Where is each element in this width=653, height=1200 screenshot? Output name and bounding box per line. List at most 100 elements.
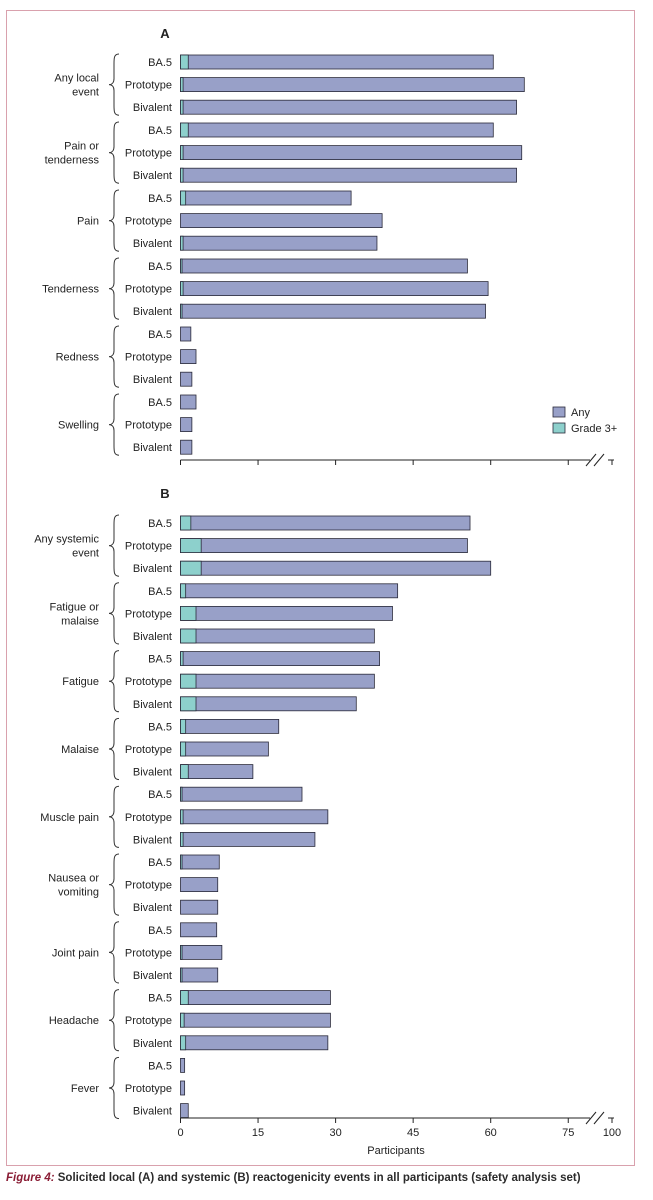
bar-grade3 (180, 538, 202, 553)
vaccine-label: BA.5 (148, 518, 172, 530)
event-label: tenderness (45, 155, 100, 167)
bar-grade3 (180, 281, 184, 297)
tick-label: 0 (177, 1127, 183, 1139)
bar-grade3 (180, 606, 197, 621)
bar-any (180, 77, 525, 92)
bar-any (180, 1035, 329, 1051)
x-axis: 0 15 30 45 60 75 100 Participants (177, 1111, 621, 1157)
bar-grade3 (180, 809, 184, 825)
figure-frame (6, 10, 635, 1166)
event-label: Redness (56, 352, 100, 364)
axis-break-mark (593, 453, 605, 467)
vaccine-label: BA.5 (148, 57, 172, 69)
bar-grade3 (180, 764, 189, 779)
vaccine-label: BA.5 (148, 789, 172, 801)
legend: Any Grade 3+ (552, 406, 617, 435)
vaccine-label: Bivalent (133, 902, 172, 914)
vaccine-label: Bivalent (133, 170, 172, 182)
bar-any (180, 741, 269, 757)
event-label: Nausea or (48, 873, 99, 885)
figure-caption: Figure 4: Solicited local (A) and system… (6, 1172, 646, 1184)
tick-label: 75 (562, 1127, 574, 1139)
vaccine-label: Prototype (125, 1083, 172, 1095)
event-label: Headache (49, 1015, 99, 1027)
axis-break-mark (585, 1111, 597, 1125)
group-brace (108, 393, 120, 456)
bar-any (180, 281, 489, 297)
bar-any (180, 922, 218, 938)
event-group: Headache BA.5 Prototype Bivalent (49, 989, 331, 1052)
event-group: Any systemic event BA.5 Prototype Bivalent (34, 514, 492, 577)
bar-any (180, 628, 375, 644)
bar-grade3 (180, 303, 183, 319)
bar-grade3 (180, 515, 192, 531)
tick-label: 30 (329, 1127, 341, 1139)
bar-grade3 (180, 54, 189, 70)
group-brace (108, 853, 120, 916)
vaccine-label: BA.5 (148, 993, 172, 1005)
vaccine-label: BA.5 (148, 857, 172, 869)
event-group: Nausea or vomiting BA.5 Prototype Bivalent (48, 853, 220, 916)
bar-grade3 (180, 673, 197, 689)
vaccine-label: Bivalent (133, 1106, 172, 1118)
event-label: Fatigue or (49, 601, 99, 613)
event-group: Swelling BA.5 Prototype Bivalent (58, 393, 197, 456)
bar-grade3 (180, 560, 202, 576)
event-group: Muscle pain BA.5 Prototype Bivalent (40, 785, 329, 848)
vaccine-label: BA.5 (148, 193, 172, 205)
event-label: Any local (54, 73, 99, 85)
bar-grade3 (180, 967, 183, 983)
vaccine-label: Bivalent (133, 834, 172, 846)
bar-any (180, 651, 380, 666)
vaccine-label: Bivalent (133, 374, 172, 386)
group-brace (108, 257, 120, 320)
group-brace (108, 582, 120, 645)
bar-any (180, 515, 471, 531)
bar-any (180, 560, 492, 576)
bar-any (180, 145, 523, 161)
vaccine-label: BA.5 (148, 261, 172, 273)
bar-any (180, 764, 254, 779)
event-label: event (72, 87, 99, 99)
bar-any (180, 673, 375, 689)
group-brace (108, 989, 120, 1052)
bar-any (180, 1103, 189, 1118)
bar-grade3 (180, 628, 197, 644)
vaccine-label: Bivalent (133, 767, 172, 779)
bar-grade3 (180, 258, 183, 274)
bar-grade3 (180, 651, 184, 666)
bar-grade3 (180, 854, 183, 870)
vaccine-label: BA.5 (148, 1060, 172, 1072)
vaccine-label: BA.5 (148, 654, 172, 666)
bar-grade3 (180, 945, 183, 960)
vaccine-label: Prototype (125, 148, 172, 160)
vaccine-label: Prototype (125, 1015, 172, 1027)
vaccine-label: Bivalent (133, 102, 172, 114)
event-label: Any systemic (34, 534, 99, 546)
vaccine-label: Bivalent (133, 699, 172, 711)
bar-grade3 (180, 167, 184, 183)
event-group: Fatigue or malaise BA.5 Prototype Bivalent (49, 582, 399, 645)
event-label: Fever (71, 1083, 99, 1095)
vaccine-label: Prototype (125, 947, 172, 959)
vaccine-label: Prototype (125, 80, 172, 92)
bar-any (180, 122, 494, 138)
group-brace (108, 921, 120, 984)
bar-any (180, 326, 192, 342)
vaccine-label: Bivalent (133, 306, 172, 318)
bar-any (180, 832, 316, 847)
event-label: Tenderness (42, 284, 99, 296)
group-brace (108, 514, 120, 577)
vaccine-label: Prototype (125, 880, 172, 892)
bar-grade3 (180, 832, 184, 847)
vaccine-label: Bivalent (133, 631, 172, 643)
bar-any (180, 606, 393, 621)
vaccine-label: Prototype (125, 420, 172, 432)
bar-grade3 (180, 122, 189, 138)
bar-grade3 (180, 1035, 187, 1051)
vaccine-label: Bivalent (133, 970, 172, 982)
bar-any (180, 371, 193, 387)
bar-any (180, 99, 517, 115)
